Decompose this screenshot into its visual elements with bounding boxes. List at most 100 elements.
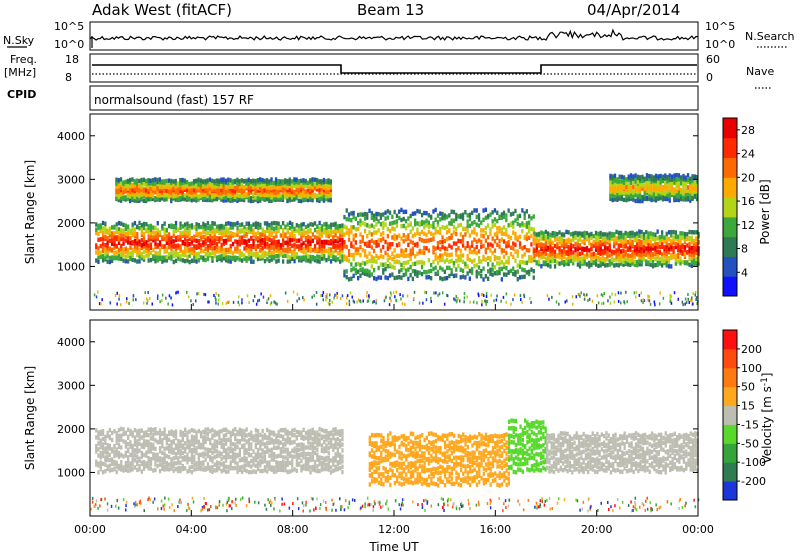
- noise-cell: [372, 300, 374, 304]
- data-cell: [284, 178, 287, 183]
- data-cell: [382, 225, 385, 230]
- data-cell: [117, 227, 121, 232]
- power-ytick-label: 3000: [57, 173, 85, 186]
- data-cell: [288, 469, 292, 474]
- noise-cell: [478, 294, 480, 298]
- data-cell: [111, 430, 114, 436]
- data-cell: [487, 235, 490, 240]
- data-cell: [252, 437, 255, 443]
- data-cell: [393, 220, 396, 225]
- data-cell: [211, 433, 214, 438]
- data-cell: [632, 180, 635, 185]
- data-cell: [211, 185, 214, 190]
- data-cell: [250, 430, 253, 435]
- data-cell: [186, 231, 189, 236]
- data-cell: [131, 257, 134, 262]
- data-cell: [275, 454, 278, 459]
- data-cell: [620, 186, 623, 191]
- data-cell: [475, 214, 478, 220]
- data-cell: [680, 180, 683, 185]
- noise-cell: [435, 291, 437, 295]
- data-cell: [651, 254, 655, 260]
- noise-cell: [311, 295, 313, 299]
- data-cell: [163, 255, 166, 260]
- data-cell: [502, 225, 506, 230]
- noise-cell: [558, 292, 561, 296]
- data-cell: [268, 232, 271, 238]
- data-cell: [398, 209, 401, 214]
- data-cell: [168, 232, 171, 237]
- data-cell: [339, 247, 342, 252]
- noise-cell: [695, 296, 698, 300]
- noise-cell: [186, 290, 188, 294]
- data-cell: [366, 254, 369, 259]
- data-cell: [104, 462, 107, 467]
- data-cell: [288, 255, 292, 260]
- noise-cell: [654, 303, 656, 307]
- data-cell: [209, 229, 212, 234]
- data-cell: [176, 189, 180, 195]
- data-cell: [133, 258, 137, 263]
- data-cell: [254, 251, 257, 256]
- data-cell: [441, 253, 444, 258]
- noise-cell: [694, 290, 697, 294]
- data-cell: [142, 430, 146, 436]
- data-cell: [99, 237, 102, 242]
- data-cell: [666, 196, 669, 202]
- data-cell: [140, 450, 143, 456]
- noise-cell: [685, 300, 688, 304]
- data-cell: [313, 248, 317, 253]
- data-cell: [345, 230, 348, 235]
- data-cell: [407, 267, 410, 272]
- data-cell: [115, 430, 118, 436]
- data-cell: [455, 267, 458, 272]
- data-cell: [663, 245, 666, 250]
- data-cell: [411, 246, 414, 251]
- power-colorbar-swatch: [723, 256, 737, 277]
- data-cell: [129, 251, 132, 256]
- data-cell: [120, 256, 123, 261]
- data-cell: [450, 233, 453, 238]
- data-cell: [578, 251, 582, 257]
- data-cell: [231, 222, 235, 227]
- power-colorbar-swatch: [723, 177, 737, 198]
- data-cell: [265, 191, 269, 197]
- data-cell: [466, 243, 469, 248]
- data-cell: [184, 427, 187, 433]
- data-cell: [179, 188, 182, 194]
- data-cell: [215, 224, 219, 229]
- data-cell: [398, 233, 401, 238]
- data-cell: [172, 253, 175, 259]
- data-cell: [477, 238, 481, 243]
- data-cell: [227, 247, 230, 252]
- data-cell: [645, 246, 648, 251]
- data-cell: [325, 179, 328, 184]
- power-colorbar-swatch: [723, 236, 737, 257]
- data-cell: [560, 252, 563, 257]
- data-cell: [341, 230, 344, 235]
- data-cell: [414, 222, 417, 227]
- data-cell: [124, 195, 127, 200]
- data-cell: [156, 189, 159, 195]
- data-cell: [382, 220, 385, 226]
- data-cell: [241, 238, 244, 243]
- data-cell: [487, 213, 490, 219]
- data-cell: [329, 179, 332, 184]
- data-cell: [645, 191, 649, 196]
- data-cell: [556, 242, 559, 247]
- data-cell: [313, 244, 317, 249]
- data-cell: [99, 228, 102, 234]
- data-cell: [558, 240, 561, 245]
- data-cell: [672, 229, 675, 235]
- noise-cell: [513, 293, 516, 297]
- data-cell: [213, 445, 216, 451]
- data-cell: [279, 460, 282, 466]
- data-cell: [551, 259, 554, 264]
- data-cell: [197, 185, 200, 190]
- data-cell: [222, 442, 225, 448]
- noise-cell: [167, 302, 169, 306]
- data-cell: [620, 261, 623, 266]
- data-cell: [140, 187, 143, 192]
- data-cell: [350, 276, 353, 281]
- data-cell: [179, 254, 182, 259]
